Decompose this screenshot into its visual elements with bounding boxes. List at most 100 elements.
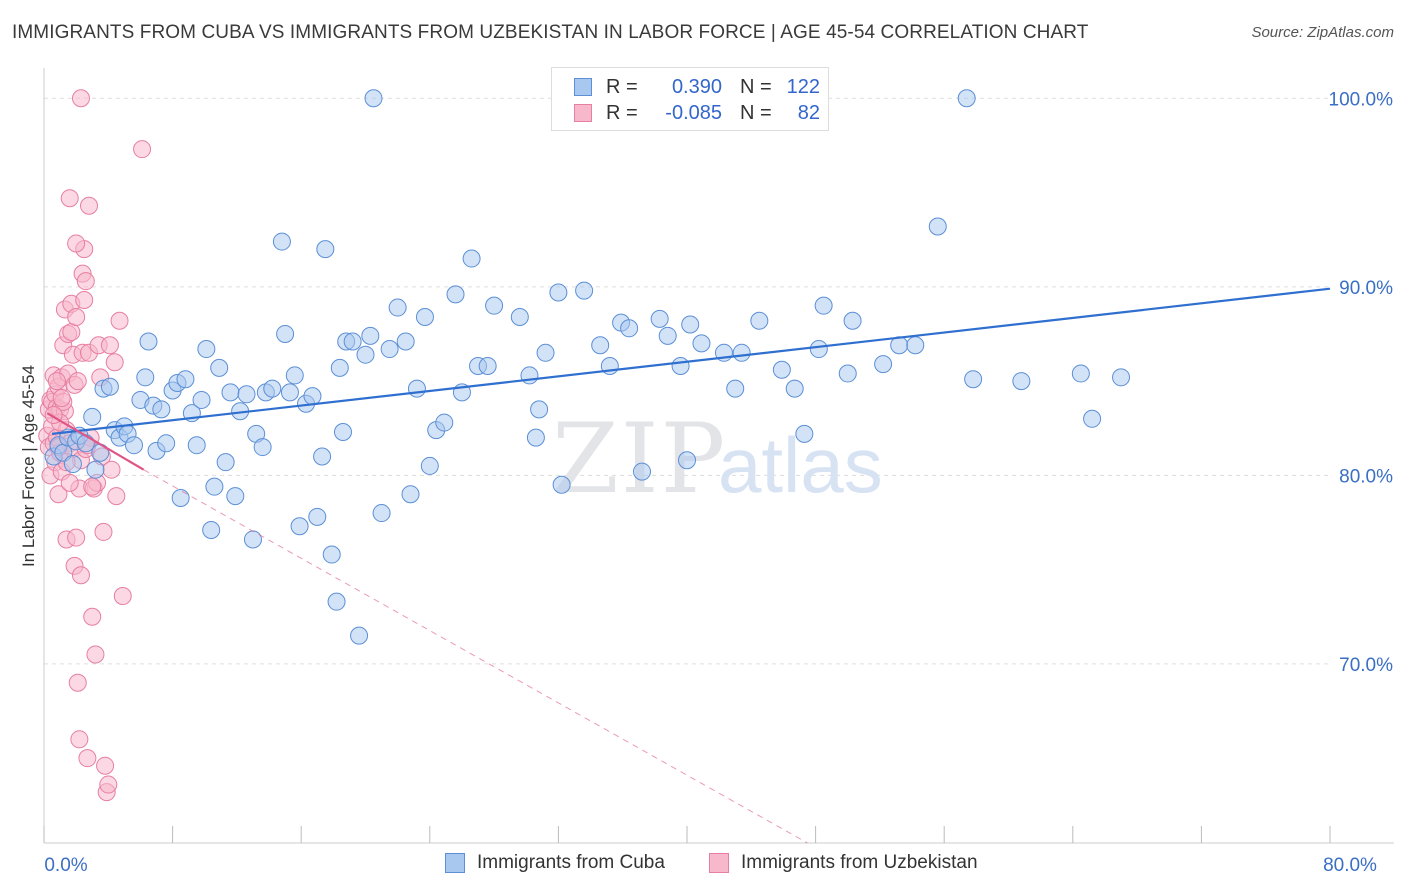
series-label-uzbekistan: Immigrants from Uzbekistan bbox=[741, 852, 978, 873]
series-legend-cuba[interactable]: Immigrants from Cuba bbox=[445, 852, 665, 874]
point-cuba bbox=[372, 504, 391, 523]
x-tick-label-max: 80.0% bbox=[1323, 855, 1377, 876]
point-cuba bbox=[1012, 372, 1031, 391]
point-uzbekistan bbox=[52, 389, 71, 408]
point-cuba bbox=[76, 434, 95, 453]
y-tick-label: 80.0% bbox=[1339, 466, 1393, 487]
point-cuba bbox=[276, 324, 295, 343]
series-label-cuba: Immigrants from Cuba bbox=[477, 852, 665, 873]
point-cuba bbox=[333, 422, 352, 441]
point-uzbekistan bbox=[47, 372, 66, 391]
point-uzbekistan bbox=[100, 336, 119, 355]
point-uzbekistan bbox=[113, 587, 132, 606]
series-swatch-cuba bbox=[445, 853, 465, 873]
point-cuba bbox=[1112, 368, 1131, 387]
point-cuba bbox=[478, 357, 497, 376]
trend-lines bbox=[46, 287, 1331, 844]
point-cuba bbox=[632, 462, 651, 481]
point-cuba bbox=[415, 307, 434, 326]
point-cuba bbox=[243, 530, 262, 549]
point-uzbekistan bbox=[76, 272, 95, 291]
point-cuba bbox=[100, 377, 119, 396]
point-uzbekistan bbox=[78, 749, 97, 768]
point-cuba bbox=[322, 545, 341, 564]
point-cuba bbox=[205, 477, 224, 496]
point-cuba bbox=[313, 447, 332, 466]
point-cuba bbox=[388, 298, 407, 317]
point-cuba bbox=[785, 379, 804, 398]
point-uzbekistan bbox=[102, 460, 121, 479]
point-uzbekistan bbox=[60, 189, 79, 208]
point-uzbekistan bbox=[67, 307, 86, 326]
point-cuba bbox=[237, 385, 256, 404]
point-cuba bbox=[253, 438, 272, 457]
point-uzbekistan bbox=[96, 756, 115, 775]
point-uzbekistan bbox=[68, 673, 87, 692]
point-uzbekistan bbox=[67, 528, 86, 547]
point-cuba bbox=[726, 379, 745, 398]
point-cuba bbox=[485, 296, 504, 315]
point-cuba bbox=[658, 326, 677, 345]
source-label: Source: ZipAtlas.com bbox=[1251, 24, 1394, 41]
point-cuba bbox=[285, 366, 304, 385]
point-cuba bbox=[350, 626, 369, 645]
point-cuba bbox=[330, 358, 349, 377]
point-cuba bbox=[750, 311, 769, 330]
point-cuba bbox=[591, 336, 610, 355]
point-cuba bbox=[361, 326, 380, 345]
point-cuba bbox=[86, 460, 105, 479]
point-uzbekistan bbox=[86, 645, 105, 664]
point-cuba bbox=[874, 355, 893, 374]
point-cuba bbox=[356, 345, 375, 364]
point-cuba bbox=[772, 360, 791, 379]
chart-title: IMMIGRANTS FROM CUBA VS IMMIGRANTS FROM … bbox=[12, 22, 1089, 43]
legend-swatch-uzbekistan bbox=[574, 104, 592, 122]
point-uzbekistan bbox=[49, 485, 68, 504]
point-uzbekistan bbox=[71, 566, 90, 585]
point-cuba bbox=[420, 456, 439, 475]
point-cuba bbox=[843, 311, 862, 330]
point-uzbekistan bbox=[70, 730, 89, 749]
point-cuba bbox=[176, 370, 195, 389]
point-uzbekistan bbox=[71, 89, 90, 108]
point-uzbekistan bbox=[133, 140, 152, 159]
point-cuba bbox=[343, 332, 362, 351]
point-cuba bbox=[380, 340, 399, 359]
point-cuba bbox=[957, 89, 976, 108]
correlation-legend: R = 0.390 N = 122 R = -0.085 N = 82 bbox=[551, 67, 829, 131]
point-uzbekistan bbox=[80, 196, 99, 215]
point-cuba bbox=[290, 517, 309, 536]
point-cuba bbox=[263, 379, 282, 398]
trend-line-uzbekistan-extrapolated bbox=[143, 469, 808, 844]
point-uzbekistan bbox=[60, 473, 79, 492]
point-cuba bbox=[650, 309, 669, 328]
watermark: ZIP atlas bbox=[552, 403, 883, 515]
point-uzbekistan bbox=[107, 487, 126, 506]
point-cuba bbox=[157, 434, 176, 453]
point-cuba bbox=[83, 407, 102, 426]
tick-labels: 70.0% 80.0% 90.0% 100.0% 0.0% 80.0% bbox=[44, 89, 1393, 876]
point-cuba bbox=[462, 249, 481, 268]
point-cuba bbox=[620, 319, 639, 338]
point-cuba bbox=[202, 521, 221, 540]
point-cuba bbox=[530, 400, 549, 419]
point-cuba bbox=[327, 592, 346, 611]
legend-r-label: R = bbox=[606, 75, 638, 98]
series-swatch-uzbekistan bbox=[709, 853, 729, 873]
legend-r-value: -0.085 bbox=[665, 101, 722, 124]
series-cuba-points bbox=[44, 89, 1131, 645]
point-cuba bbox=[681, 315, 700, 334]
point-cuba bbox=[187, 436, 206, 455]
point-uzbekistan bbox=[68, 372, 87, 391]
point-cuba bbox=[678, 451, 696, 470]
point-uzbekistan bbox=[75, 291, 94, 310]
point-cuba bbox=[210, 358, 229, 377]
trend-line-cuba bbox=[51, 287, 1331, 435]
point-cuba bbox=[510, 307, 529, 326]
point-cuba bbox=[795, 424, 814, 443]
legend-n-label: N = bbox=[740, 75, 772, 98]
point-cuba bbox=[552, 475, 571, 494]
series-legend-uzbekistan[interactable]: Immigrants from Uzbekistan bbox=[709, 852, 978, 874]
point-cuba bbox=[192, 390, 211, 409]
